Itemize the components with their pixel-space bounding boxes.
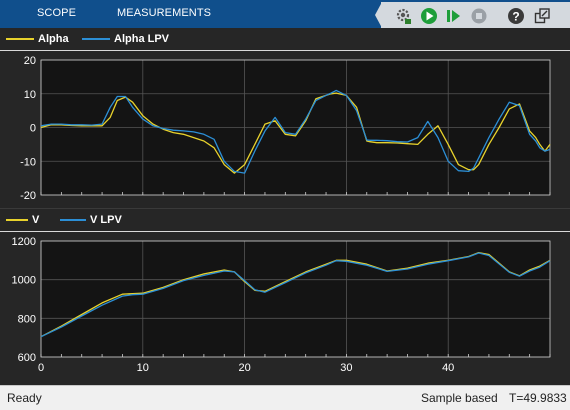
series-line-alpha-lpv: [40, 89, 551, 174]
y-tick-label: 1000: [12, 275, 36, 287]
y-tick-label: 10: [24, 89, 36, 101]
x-tick-label: 0: [38, 362, 44, 374]
stop-icon[interactable]: [469, 6, 489, 26]
legend-entry-alpha-lpv[interactable]: Alpha LPV: [82, 28, 169, 50]
alpha-axes[interactable]: 20 10 0 -10 -20: [0, 28, 570, 208]
x-tick-label: 10: [137, 362, 149, 374]
legend-swatch-alpha: [6, 38, 34, 40]
legend-swatch-v-lpv: [60, 219, 86, 221]
legend-swatch-v: [6, 219, 28, 221]
series-line-v-lpv: [40, 252, 551, 338]
plot-area: [41, 241, 550, 357]
scope-toolstrip: SCOPE MEASUREMENTS: [0, 0, 570, 28]
x-tick-label: 40: [442, 362, 454, 374]
x-tick-label: 20: [238, 362, 250, 374]
legend-swatch-alpha-lpv: [82, 38, 110, 40]
axes-frame: [40, 240, 551, 358]
tab-scope[interactable]: SCOPE: [37, 7, 77, 19]
gear-icon[interactable]: [394, 6, 414, 26]
legend-entry-v[interactable]: V: [6, 209, 39, 231]
legend-label-v: V: [32, 214, 40, 226]
help-icon[interactable]: ?: [506, 6, 526, 26]
status-ready: Ready: [7, 391, 42, 405]
y-tick-label: 0: [30, 123, 36, 135]
legend-entry-alpha[interactable]: Alpha: [6, 28, 69, 50]
y-tick-label: 800: [18, 313, 36, 325]
y-tick-label: 600: [18, 352, 36, 364]
y-tick-label: -10: [20, 156, 36, 168]
legend-label-alpha-lpv: Alpha LPV: [114, 33, 170, 45]
y-tick-label: 1200: [12, 236, 36, 248]
status-bar: Ready Sample based T=49.9833: [0, 385, 570, 410]
toolbar-notch: [375, 2, 382, 28]
legend-entry-v-lpv[interactable]: V LPV: [60, 209, 122, 231]
y-tick-label: -20: [20, 190, 36, 202]
undock-icon[interactable]: [532, 6, 552, 26]
svg-text:?: ?: [512, 10, 519, 24]
step-forward-icon[interactable]: [444, 6, 464, 26]
y-tick-label: 20: [24, 55, 36, 67]
status-sample-mode: Sample based: [421, 391, 498, 405]
legend-label-alpha: Alpha: [38, 33, 69, 45]
run-icon[interactable]: [419, 6, 439, 26]
series-line-v: [40, 251, 551, 338]
legend-label-v-lpv: V LPV: [90, 214, 122, 226]
quick-access-toolbar: ?: [381, 2, 570, 28]
alpha-legend: Alpha Alpha LPV: [0, 28, 570, 51]
series-line-alpha: [40, 92, 551, 174]
velocity-panel: V V LPV 1200 1000 800 600 0 10 20 30 40: [0, 208, 570, 386]
tab-measurements[interactable]: MEASUREMENTS: [117, 7, 212, 19]
alpha-panel: Alpha Alpha LPV 20 10 0 -10 -20: [0, 28, 570, 208]
status-time: T=49.9833: [509, 391, 567, 405]
x-tick-label: 30: [340, 362, 352, 374]
velocity-legend: V V LPV: [0, 209, 570, 232]
